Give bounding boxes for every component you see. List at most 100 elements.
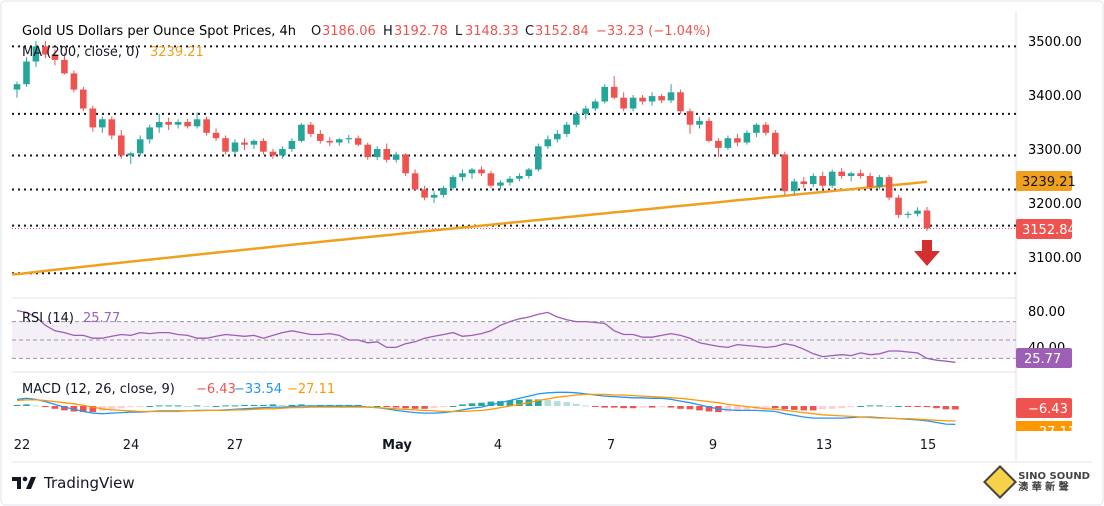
- price-tick-3500: 3500.00: [1028, 35, 1082, 50]
- macd-histogram-bar: [279, 404, 286, 406]
- candle-body: [743, 132, 751, 143]
- macd-histogram-bar: [904, 406, 912, 407]
- macd-histogram-bar: [535, 399, 542, 406]
- candle-body: [288, 140, 296, 149]
- ohlc-o-label: O: [311, 24, 321, 39]
- macd-histogram-bar: [174, 405, 182, 407]
- macd-signal-badge-clip: −27.11: [1028, 425, 1072, 431]
- macd-histogram-bar: [136, 406, 144, 407]
- candle-body: [544, 139, 552, 147]
- macd-histogram-bar: [373, 406, 381, 407]
- ma-200-path: [12, 180, 928, 276]
- candlestick-series: [13, 41, 931, 231]
- ma-price-badge-text: 3239.21: [1022, 175, 1076, 190]
- macd-histogram-bar: [601, 406, 608, 408]
- macd-histogram-bar: [392, 406, 400, 408]
- macd-histogram-bar: [885, 406, 893, 407]
- macd-legend-signal: −33.54: [234, 382, 282, 397]
- candle-body: [866, 176, 874, 187]
- macd-histogram-bar: [876, 405, 883, 407]
- macd-histogram-bar: [639, 406, 646, 408]
- candle-body: [601, 86, 608, 102]
- macd-histogram-bar: [516, 399, 523, 406]
- candle-body: [468, 169, 476, 174]
- macd-signal-line: [16, 393, 956, 422]
- tradingview-brand[interactable]: TradingView: [12, 474, 135, 492]
- macd-histogram-bar: [648, 406, 656, 408]
- macd-histogram-bar: [743, 406, 751, 410]
- candle-body: [554, 133, 561, 140]
- macd-histogram-bar: [686, 406, 694, 410]
- candle-body: [354, 138, 362, 145]
- macd-histogram-bar: [383, 406, 390, 407]
- macd-histogram-bar: [847, 406, 855, 408]
- macd-histogram-bar: [582, 405, 589, 407]
- candle-body: [639, 97, 646, 102]
- candle-body: [591, 101, 599, 109]
- candle-body: [42, 46, 49, 55]
- rsi-legend-label: RSI (14): [22, 311, 74, 326]
- macd-histogram-bar: [942, 406, 950, 410]
- ohlc-l-label: L: [455, 24, 463, 39]
- candle-body: [118, 135, 125, 156]
- macd-histogram-bar: [610, 406, 618, 408]
- ohlc-o-value: 3186.06: [322, 24, 376, 39]
- candle-body: [819, 176, 826, 186]
- macd-histogram-bar: [459, 404, 466, 406]
- candle-body: [478, 169, 485, 174]
- rsi-tick-80: 80.00: [1028, 305, 1065, 320]
- candle-body: [241, 142, 248, 145]
- candle-body: [298, 124, 305, 141]
- candle-body: [127, 153, 134, 156]
- candle-body: [136, 139, 144, 154]
- macd-histogram-bar: [165, 405, 172, 407]
- macd-histogram-bar: [51, 406, 59, 409]
- candle-body: [828, 171, 836, 186]
- macd-histogram-bar: [184, 406, 191, 407]
- macd-histogram-bar: [658, 406, 665, 408]
- macd-panel: [13, 391, 959, 426]
- candle-body: [658, 96, 665, 101]
- time-axis-tick-label: 13: [816, 438, 833, 453]
- macd-histogram-bar: [89, 406, 97, 413]
- macd-histogram-bar: [828, 406, 836, 409]
- candle-body: [904, 213, 912, 215]
- macd-histogram-bar: [838, 406, 845, 409]
- macd-histogram-bar: [677, 406, 684, 409]
- candle-body: [667, 92, 675, 101]
- candle-body: [61, 59, 68, 74]
- candle-body: [857, 173, 864, 176]
- ma-legend-label: MA (200, close, 0): [22, 45, 139, 60]
- rsi-panel: [12, 309, 1016, 363]
- candle-body: [715, 140, 722, 148]
- candle-body: [629, 97, 637, 109]
- candle-body: [753, 124, 760, 133]
- last-price-badge-text: 3152.84: [1022, 223, 1076, 238]
- macd-histogram-bar: [800, 406, 808, 411]
- macd-histogram-bar: [809, 406, 817, 411]
- macd-histogram-bar: [13, 404, 21, 406]
- ma-price-badge: [1016, 171, 1072, 191]
- price-tick-3400: 3400.00: [1028, 89, 1082, 104]
- candle-body: [174, 122, 182, 125]
- ma-200-line: [12, 180, 928, 276]
- macd-histogram-bar: [696, 406, 703, 411]
- candle-body: [193, 119, 201, 127]
- ma-legend-value: 3239.21: [150, 45, 204, 60]
- candle-body: [99, 119, 106, 128]
- macd-legend-label: MACD (12, 26, close, 9): [22, 382, 175, 397]
- candle-body: [89, 108, 97, 128]
- macd-histogram-bar: [544, 399, 552, 406]
- price-tick-3300: 3300.00: [1028, 143, 1082, 158]
- macd-histogram-bar: [933, 406, 940, 409]
- macd-histogram-bar: [250, 404, 258, 406]
- candle-body: [373, 149, 381, 158]
- sino-sound-logo-icon: [983, 465, 1018, 499]
- candle-body: [696, 120, 703, 125]
- time-axis-tick-label: 15: [920, 438, 937, 453]
- macd-histogram-bar: [421, 406, 428, 409]
- macd-histogram-bar: [724, 406, 732, 412]
- candle-body: [307, 124, 315, 134]
- chart-title: Gold US Dollars per Ounce Spot Prices, 4…: [22, 24, 296, 39]
